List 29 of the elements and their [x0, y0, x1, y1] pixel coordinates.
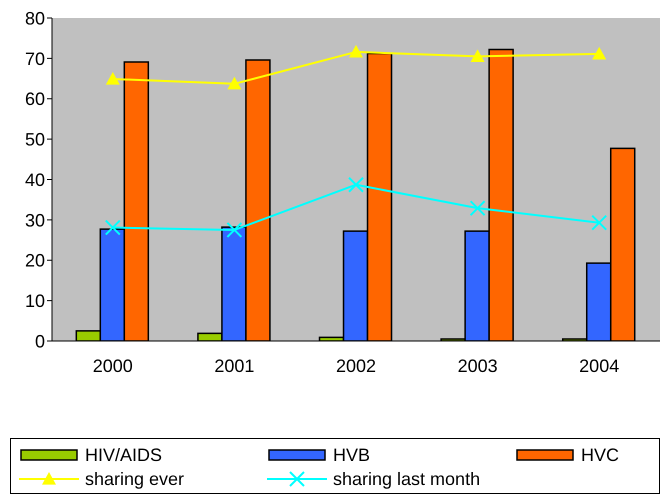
- point: [349, 44, 363, 58]
- y-tick-label: 0: [34, 331, 45, 352]
- y-tick-label: 50: [24, 130, 45, 150]
- y-tick-label: 10: [24, 291, 45, 312]
- y-tick-label: 80: [24, 8, 45, 28]
- y-tick-label: 20: [24, 250, 45, 271]
- x-tick-label: 2002: [336, 356, 376, 376]
- point: [104, 220, 121, 236]
- x-tick-label: 2004: [579, 356, 620, 376]
- y-tick-label: 30: [24, 210, 45, 230]
- point: [348, 176, 364, 193]
- point: [470, 49, 485, 62]
- x-tick-label: 2003: [458, 356, 498, 376]
- point: [227, 76, 242, 90]
- point: [226, 222, 242, 238]
- legend-label: HIV/AIDS: [85, 444, 162, 467]
- y-tick-label: 70: [24, 48, 45, 69]
- point: [592, 46, 606, 60]
- legend-label: sharing last month: [333, 468, 480, 491]
- legend-label: sharing ever: [85, 468, 184, 491]
- point: [470, 200, 486, 216]
- y-tick-label: 60: [24, 89, 45, 110]
- point: [106, 72, 120, 85]
- legend-label: HVB: [333, 444, 370, 467]
- x-tick-label: 2000: [92, 356, 133, 376]
- y-tick-label: 40: [24, 170, 45, 190]
- legend-label: HVC: [581, 444, 620, 467]
- x-tick-label: 2001: [214, 356, 254, 376]
- point: [591, 214, 608, 231]
